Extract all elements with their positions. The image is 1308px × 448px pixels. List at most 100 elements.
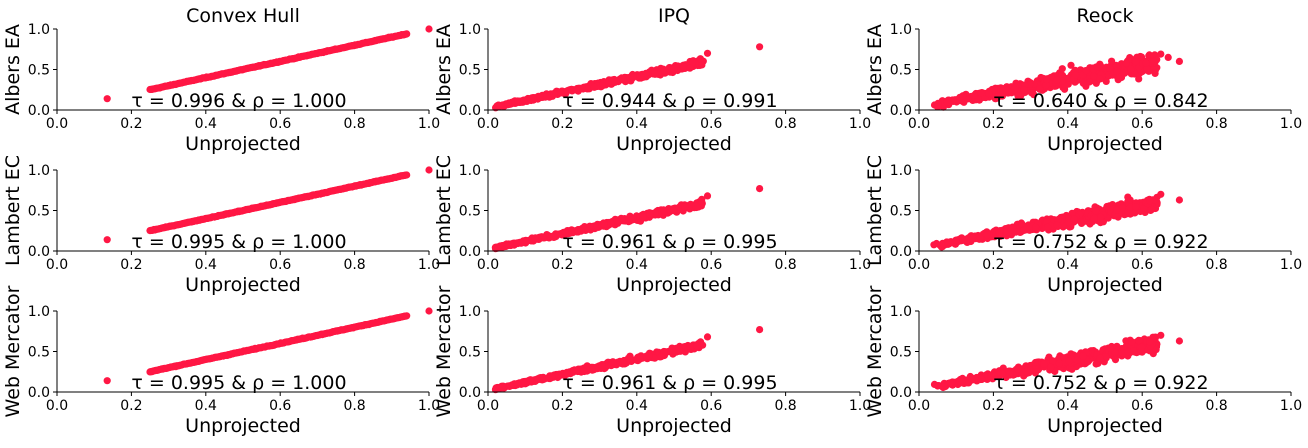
y-axis-label: Albers EA: [864, 24, 886, 115]
scatter-point: [703, 333, 712, 341]
x-tick-label: 0.0: [908, 398, 930, 414]
x-tick-label: 0.6: [700, 257, 722, 273]
y-tick-label: 0.0: [28, 103, 50, 119]
scatter-point: [968, 376, 976, 384]
subplot-1-3: 0.0 0.2 0.4 0.6 0.8 1.0 0.0 0.5 1.0 Unprojected Al…: [864, 5, 1302, 155]
x-tick-label: 0.4: [1057, 116, 1079, 132]
scatter-point: [574, 228, 582, 236]
scatter-point: [541, 93, 550, 101]
scatter-point: [609, 358, 617, 366]
x-tick-label: 0.0: [477, 116, 499, 132]
scatter-point: [629, 73, 637, 81]
scatter-point: [1049, 357, 1057, 365]
scatter-point: [561, 229, 569, 237]
correlation-annotation: τ = 0.961 & ρ = 0.995: [562, 231, 777, 253]
scatter-point: [651, 70, 659, 78]
x-tick-label: 0.2: [120, 257, 142, 273]
scatter-point: [1118, 204, 1126, 212]
scatter-point: [645, 352, 653, 360]
scatter-point: [625, 355, 633, 363]
x-tick-label: 0.6: [700, 398, 722, 414]
scatter-point: [1132, 203, 1140, 211]
x-tick-label: 0.6: [1131, 257, 1153, 273]
y-axis-label: Albers EA: [2, 24, 24, 115]
scatter-point: [1092, 207, 1100, 215]
scatter-point: [1137, 343, 1146, 352]
y-tick-label: 0.0: [890, 103, 912, 119]
y-tick-label: 0.5: [459, 204, 481, 220]
scatter-point: [1175, 337, 1183, 345]
scatter-point: [1151, 334, 1159, 342]
x-tick-label: 0.0: [908, 257, 930, 273]
x-tick-label: 0.0: [477, 257, 499, 273]
subplot-1-2: 0.0 0.2 0.4 0.6 0.8 1.0 0.0 0.5 1.0 Unprojected Al…: [433, 5, 871, 155]
scatter-point: [756, 326, 764, 334]
scatter-point: [946, 379, 954, 387]
scatter-point: [1058, 77, 1066, 85]
scatter-point: [425, 166, 433, 174]
x-axis-label: Unprojected: [185, 133, 301, 155]
x-tick-label: 0.6: [269, 257, 291, 273]
scatter-point: [756, 185, 764, 193]
scatter-point: [675, 346, 683, 354]
scatter-point: [572, 86, 581, 94]
scatter-point: [1126, 203, 1134, 211]
correlation-annotation: τ = 0.752 & ρ = 0.922: [993, 231, 1208, 253]
y-axis-label: Web Mercator: [2, 285, 24, 417]
scatter-point: [1014, 92, 1022, 100]
x-tick-label: 0.6: [700, 116, 722, 132]
correlation-annotation: τ = 0.996 & ρ = 1.000: [131, 90, 346, 112]
scatter-point: [639, 213, 647, 221]
x-tick-label: 0.4: [195, 116, 217, 132]
x-tick-label: 0.4: [1057, 398, 1079, 414]
y-tick-label: 1.0: [890, 163, 912, 179]
correlation-annotation: τ = 0.995 & ρ = 1.000: [131, 372, 346, 394]
x-tick-label: 0.8: [343, 398, 365, 414]
scatter-point: [496, 102, 504, 110]
x-tick-label: 0.8: [1205, 116, 1227, 132]
scatter-point: [1014, 365, 1022, 373]
subplot-title: IPQ: [658, 5, 690, 27]
scatter-point: [1065, 357, 1073, 365]
x-tick-label: 0.8: [343, 116, 365, 132]
subplot-2-1: 0.0 0.2 0.4 0.6 0.8 1.0 0.0 0.5 1.0 Unprojected La…: [2, 155, 440, 296]
scatter-point: [1097, 213, 1105, 221]
x-tick-label: 0.6: [1131, 116, 1153, 132]
scatter-point: [944, 238, 952, 246]
scatter-point: [1146, 197, 1154, 205]
x-axis-label: Unprojected: [616, 133, 732, 155]
subplot-1-1: 0.0 0.2 0.4 0.6 0.8 1.0 0.0 0.5 1.0 Unprojected Al…: [2, 5, 440, 155]
scatter-point: [514, 97, 522, 105]
scatter-point: [498, 384, 506, 392]
x-tick-label: 0.2: [982, 398, 1004, 414]
scatter-point: [103, 95, 111, 103]
scatter-point: [403, 312, 411, 320]
scatter-point: [934, 103, 942, 111]
subplot-title: Convex Hull: [186, 5, 300, 27]
subplot-2-2: 0.0 0.2 0.4 0.6 0.8 1.0 0.0 0.5 1.0 Unprojected La…: [433, 155, 871, 296]
y-axis-label: Lambert EC: [2, 155, 24, 266]
scatter-point: [554, 371, 563, 380]
x-tick-label: 0.0: [46, 257, 68, 273]
scatter-point: [703, 192, 712, 200]
scatter-point: [1122, 59, 1130, 67]
scatter-point: [681, 203, 689, 211]
scatter-point: [572, 367, 580, 375]
y-tick-label: 1.0: [28, 163, 50, 179]
scatter-point: [504, 100, 512, 108]
scatter-point: [1108, 57, 1116, 65]
y-tick-label: 1.0: [459, 304, 481, 320]
y-axis-label: Web Mercator: [864, 285, 886, 417]
scatter-point: [1093, 63, 1101, 71]
scatter-point: [958, 377, 966, 386]
correlation-annotation: τ = 0.961 & ρ = 0.995: [562, 372, 777, 394]
x-axis-label: Unprojected: [616, 274, 732, 296]
scatter-point: [1113, 206, 1121, 214]
scatter-point: [593, 222, 601, 230]
scatter-point: [425, 307, 433, 315]
x-tick-label: 0.8: [343, 257, 365, 273]
y-tick-label: 0.0: [28, 244, 50, 260]
y-tick-label: 1.0: [890, 304, 912, 320]
scatter-point: [1102, 353, 1110, 361]
scatter-point: [588, 366, 596, 374]
